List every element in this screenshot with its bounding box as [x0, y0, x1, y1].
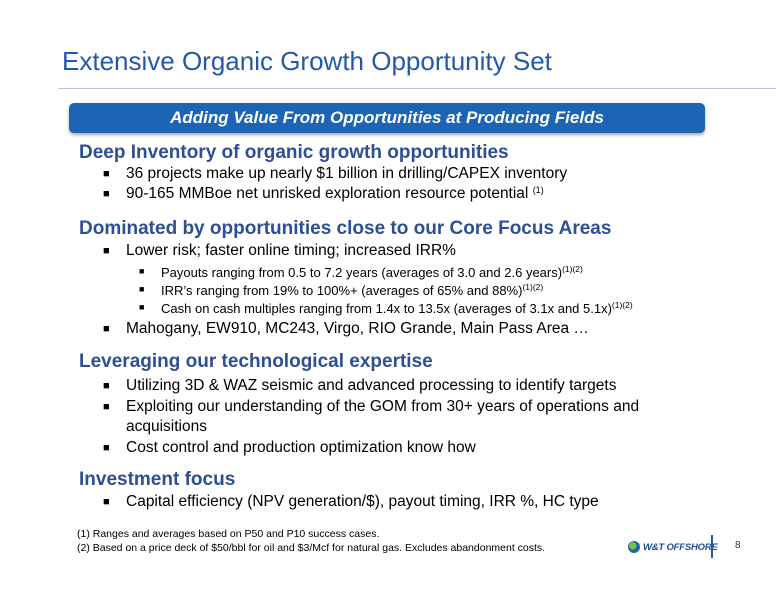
sub-bullet-text: Cash on cash multiples ranging from 1.4x… — [161, 301, 612, 316]
banner-text: Adding Value From Opportunities at Produ… — [170, 108, 604, 127]
footnote-ref: (1) — [532, 185, 544, 195]
footnote-1: (1) Ranges and averages based on P50 and… — [77, 528, 380, 540]
bullet-text: Exploiting our understanding of the GOM … — [126, 398, 640, 415]
bullet-text: 36 projects make up nearly $1 billion in… — [126, 165, 568, 182]
bullet-icon: ■ — [103, 442, 110, 454]
bullet-icon: ■ — [103, 380, 110, 392]
bullet-icon: ■ — [103, 323, 110, 335]
sub-bullet-text: IRR’s ranging from 19% to 100%+ (average… — [161, 283, 523, 298]
section-heading-technological-expertise: Leveraging our technological expertise — [79, 351, 433, 372]
bullet-icon: ■ — [103, 188, 110, 200]
section-heading-core-focus: Dominated by opportunities close to our … — [79, 218, 612, 239]
bullet-text: acquisitions — [126, 418, 207, 435]
footnote-ref: (1)(2) — [522, 282, 544, 292]
bullet-icon: ■ — [103, 245, 110, 257]
bullet-icon: ■ — [139, 284, 145, 294]
footnote-ref: (1)(2) — [562, 264, 583, 274]
bullet-text: Cost control and production optimization… — [126, 439, 476, 456]
logo-divider — [711, 535, 713, 558]
slide-title: Extensive Organic Growth Opportunity Set — [62, 46, 552, 76]
bullet-icon: ■ — [103, 168, 110, 180]
sub-bullet-text-wrap: IRR’s ranging from 19% to 100%+ (average… — [161, 282, 543, 298]
section-heading-investment-focus: Investment focus — [79, 469, 236, 490]
bullet-icon: ■ — [103, 401, 110, 413]
sub-bullet-text-wrap: Payouts ranging from 0.5 to 7.2 years (a… — [161, 264, 583, 280]
page-number: 8 — [735, 540, 741, 551]
footnote-ref: (1)(2) — [611, 300, 633, 310]
footnote-2: (2) Based on a price deck of $50/bbl for… — [77, 542, 546, 554]
bullet-text-wrap: 90-165 MMBoe net unrisked exploration re… — [126, 185, 544, 203]
bullet-text: Lower risk; faster online timing; increa… — [126, 242, 456, 259]
bullet-text: Mahogany, EW910, MC243, Virgo, RIO Grand… — [126, 320, 589, 337]
banner: Adding Value From Opportunities at Produ… — [69, 103, 705, 133]
wt-offshore-logo-icon — [628, 541, 640, 553]
title-divider — [58, 88, 776, 89]
company-logo: W&T OFFSHORE — [628, 538, 718, 556]
sub-bullet-text-wrap: Cash on cash multiples ranging from 1.4x… — [161, 300, 633, 316]
sub-bullet-text: Payouts ranging from 0.5 to 7.2 years (a… — [161, 265, 563, 280]
bullet-text: Utilizing 3D & WAZ seismic and advanced … — [126, 377, 617, 394]
bullet-text: 90-165 MMBoe net unrisked exploration re… — [126, 185, 529, 202]
logo-text: W&T OFFSHORE — [643, 541, 718, 553]
bullet-icon: ■ — [139, 266, 145, 276]
section-heading-deep-inventory: Deep Inventory of organic growth opportu… — [79, 142, 509, 163]
bullet-icon: ■ — [103, 496, 110, 508]
bullet-icon: ■ — [139, 302, 145, 312]
bullet-text: Capital efficiency (NPV generation/$), p… — [126, 493, 599, 510]
